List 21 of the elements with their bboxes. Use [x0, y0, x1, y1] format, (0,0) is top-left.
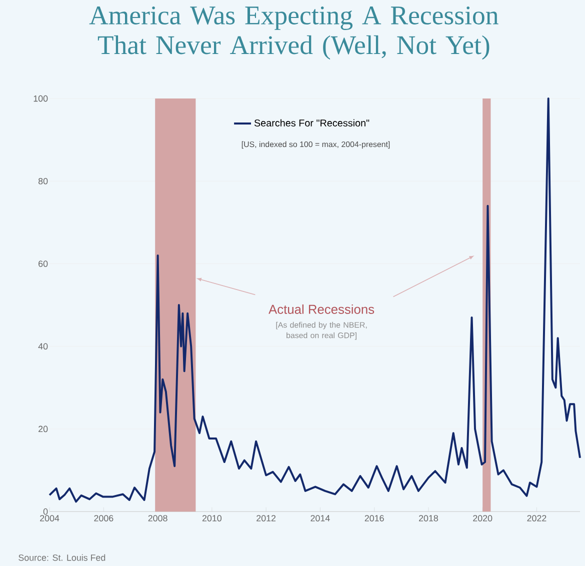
y-tick-label: 0 — [43, 508, 48, 515]
x-tick-label: 2014 — [310, 514, 330, 522]
x-tick-label: 2016 — [364, 514, 384, 522]
y-tick-label: 40 — [38, 343, 48, 350]
y-tick-label: 60 — [38, 260, 48, 267]
x-tick-label: 2006 — [94, 514, 114, 522]
chart-title: America Was Expecting A Recession That Never Arrived (Well, Not Yet) — [89, 6, 498, 60]
band-label: Actual Recessions — [268, 304, 374, 314]
x-tick-label: 2008 — [148, 514, 168, 522]
x-tick-label: 2018 — [418, 514, 438, 522]
x-tick-label: 2022 — [527, 514, 546, 522]
legend-label: Searches For "Recession" — [254, 119, 370, 126]
x-tick-label: 2020 — [473, 514, 492, 522]
y-tick-label: 100 — [34, 95, 48, 102]
x-tick-label: 2010 — [202, 514, 222, 522]
y-tick-label: 20 — [38, 426, 48, 432]
x-tick-label: 2012 — [256, 514, 276, 522]
source-note: Source: St. Louis Fed — [18, 554, 106, 561]
line-series — [48, 97, 582, 502]
y-tick-label: 80 — [38, 178, 48, 184]
x-tick-label: 2004 — [40, 514, 60, 522]
